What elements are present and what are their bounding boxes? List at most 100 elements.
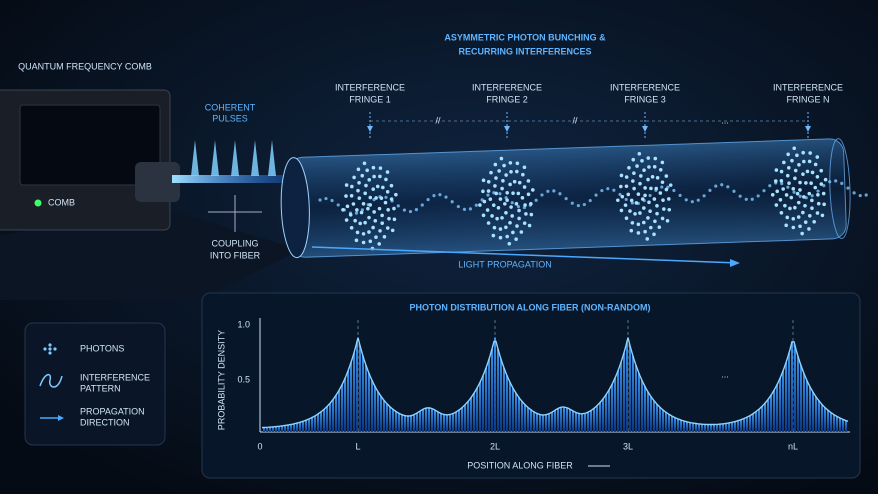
fringe-arrow xyxy=(805,126,811,132)
photon-dots xyxy=(318,146,868,251)
density-bar xyxy=(833,414,835,432)
photon xyxy=(361,240,366,245)
density-bar xyxy=(689,422,691,432)
photon xyxy=(655,203,659,208)
photon xyxy=(858,193,862,198)
photon xyxy=(652,232,656,237)
y-axis-label: PROBABILITY DENSITY xyxy=(216,330,226,430)
photon xyxy=(357,196,362,200)
density-bar xyxy=(290,424,292,432)
density-bar xyxy=(791,341,793,432)
photon xyxy=(363,191,367,196)
photon xyxy=(774,168,779,172)
photon xyxy=(684,198,688,202)
photon xyxy=(519,230,524,234)
photon xyxy=(490,214,494,218)
density-bar xyxy=(629,345,631,432)
photon xyxy=(802,159,806,164)
photon xyxy=(378,229,382,233)
fringe-label: FRINGE 1 xyxy=(349,94,391,104)
photon xyxy=(348,213,353,217)
photon xyxy=(815,155,820,159)
photon xyxy=(648,225,653,230)
photon xyxy=(606,187,610,191)
density-bar xyxy=(344,378,346,432)
photon xyxy=(791,217,796,221)
density-bar xyxy=(767,399,769,432)
photon xyxy=(450,200,454,204)
density-bar xyxy=(299,422,301,432)
legend-photon-icon xyxy=(48,351,52,355)
photon xyxy=(352,175,356,180)
photon xyxy=(498,197,503,201)
density-bar xyxy=(728,422,730,432)
density-bar xyxy=(755,411,757,432)
photon xyxy=(852,191,856,195)
photon xyxy=(629,198,634,203)
legend-photon-icon xyxy=(43,347,47,351)
photon xyxy=(491,203,496,207)
density-bar xyxy=(431,408,433,432)
propagation-arrow xyxy=(311,246,739,264)
density-bar xyxy=(578,413,580,432)
photon xyxy=(648,193,652,198)
fiber xyxy=(280,138,868,259)
photon xyxy=(526,192,531,197)
photon xyxy=(368,195,373,200)
density-bar xyxy=(695,423,697,432)
photon xyxy=(846,186,850,190)
photon xyxy=(627,166,631,170)
density-bar xyxy=(311,417,313,432)
separator: // xyxy=(435,115,441,125)
photon xyxy=(384,195,388,199)
photon xyxy=(792,146,797,151)
photon xyxy=(392,217,397,222)
pulse xyxy=(231,140,239,176)
photon xyxy=(336,203,340,207)
density-bar xyxy=(275,426,277,432)
pulses-label: COHERENT xyxy=(205,102,256,112)
density-bar xyxy=(458,410,460,432)
density-bar xyxy=(335,395,337,432)
photon xyxy=(527,223,532,228)
density-bar xyxy=(611,384,613,432)
photon xyxy=(508,220,512,225)
density-bar xyxy=(803,373,805,432)
photon xyxy=(623,203,628,208)
density-bar xyxy=(785,362,787,432)
photon xyxy=(546,189,550,193)
photon xyxy=(643,193,647,198)
density-bar xyxy=(341,384,343,432)
photon xyxy=(786,185,790,189)
density-bar xyxy=(509,382,511,432)
photon xyxy=(793,168,798,173)
density-bar xyxy=(548,413,550,432)
density-bar xyxy=(737,420,739,432)
photon xyxy=(768,184,772,188)
photon xyxy=(807,191,812,196)
density-bar xyxy=(671,416,673,432)
photon xyxy=(632,171,636,176)
density-bar xyxy=(362,356,364,432)
density-bar xyxy=(638,373,640,432)
density-bar xyxy=(566,407,568,432)
density-bar xyxy=(710,424,712,432)
photon xyxy=(344,218,349,222)
photon xyxy=(665,218,670,223)
density-bar xyxy=(644,386,646,432)
photon xyxy=(816,189,820,193)
density-bar xyxy=(674,417,676,432)
photon xyxy=(512,179,517,184)
density-bar xyxy=(773,390,775,432)
photon xyxy=(372,210,376,214)
inset-title: PHOTON DISTRIBUTION ALONG FIBER (NON-RAN… xyxy=(410,302,651,312)
density-bar xyxy=(554,410,556,432)
density-bar xyxy=(653,400,655,432)
fiber-end xyxy=(829,138,851,240)
photon xyxy=(802,195,806,199)
photon xyxy=(840,181,844,186)
photon xyxy=(808,151,812,155)
photon xyxy=(635,164,639,168)
density-bar xyxy=(446,414,448,432)
